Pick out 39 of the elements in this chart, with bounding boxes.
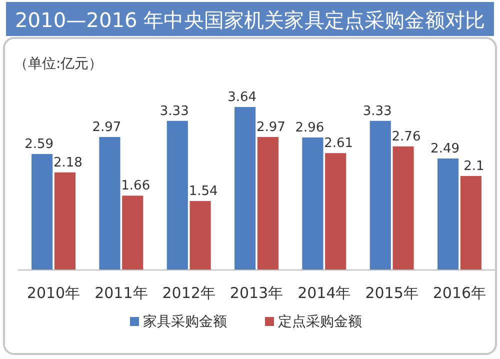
bar [190,201,211,270]
x-tick-label: 2011年 [94,284,148,302]
x-tick-label: 2014年 [298,284,351,302]
bar [166,120,188,270]
x-tick-label: 2013年 [230,284,284,302]
data-label: 2.97 [92,120,122,136]
bar [370,120,391,270]
bar [325,153,346,270]
bar [257,137,278,270]
data-label: 2.97 [256,120,286,136]
bar [99,137,120,270]
x-tick-label: 2015年 [365,284,418,302]
data-label: 2.59 [24,137,54,152]
bar [32,154,53,270]
data-label: 3.33 [362,104,392,119]
data-label: 2.49 [430,141,460,156]
bar [122,196,144,270]
bar [392,146,414,270]
text: （单位:亿元） [14,56,103,72]
bar [437,158,459,270]
data-label: 3.33 [160,104,189,119]
legend-label: 定点采购金额 [278,314,362,330]
bar [460,176,482,270]
legend-label: 家具采购金额 [143,314,227,330]
bar [54,172,76,270]
data-label: 2.96 [295,120,324,136]
data-label: 1.66 [121,178,150,194]
bar [302,137,324,270]
data-label: 1.54 [188,184,218,200]
data-label: 2.76 [392,129,421,144]
x-tick-label: 2012年 [162,284,216,302]
x-tick-label: 2016年 [432,284,486,302]
data-label: 3.64 [228,90,257,105]
data-label: 2.61 [324,136,354,152]
data-label: 2.1 [464,158,484,174]
chart-title: 2010—2016 年中央国家机关家具定点采购金额对比 [15,8,485,32]
bar [234,107,256,270]
data-label: 2.18 [54,155,82,170]
x-tick-label: 2010年 [26,284,80,302]
